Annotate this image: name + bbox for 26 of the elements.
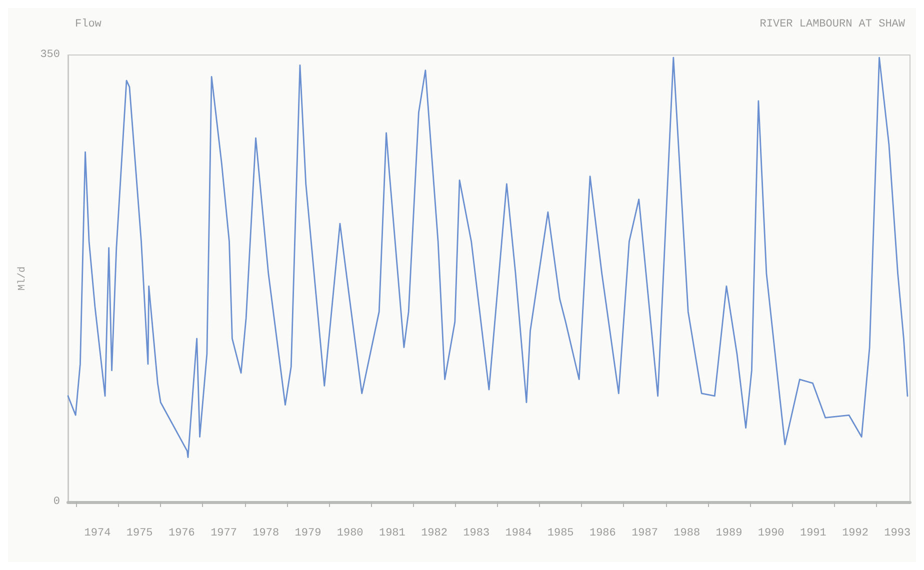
x-tick-label: 1986: [589, 528, 616, 540]
x-tick-label: 1976: [168, 528, 195, 540]
x-tick-label: 1977: [210, 528, 237, 540]
x-tick-label: 1974: [84, 528, 112, 540]
x-tick-label: 1989: [716, 528, 742, 540]
x-tick-label: 1990: [758, 528, 784, 540]
x-tick-label: 1980: [336, 528, 364, 540]
x-tick-label: 1981: [378, 528, 406, 540]
x-tick-label: 1991: [800, 528, 827, 540]
x-tick-label: 1992: [842, 528, 868, 540]
x-tick-label: 1987: [632, 528, 658, 540]
x-tick-label: 1978: [252, 528, 280, 540]
y-axis-title: Ml/d: [16, 266, 28, 291]
y-tick-label: 0: [53, 496, 60, 508]
x-tick-label: 1993: [884, 528, 911, 540]
line-series: [67, 56, 908, 458]
x-tick-label: 1975: [126, 528, 153, 540]
x-tick-label: 1982: [421, 528, 448, 540]
chart-title: Flow: [75, 18, 102, 30]
x-tick-label: 1983: [463, 528, 490, 540]
x-tick-label: 1985: [547, 528, 574, 540]
chart-subtitle: RIVER LAMBOURN AT SHAW: [760, 18, 906, 30]
x-tick-label: 1988: [674, 528, 700, 540]
y-tick-label: 350: [40, 49, 60, 61]
x-tick-label: 1979: [294, 528, 322, 540]
x-tick-label: 1984: [505, 528, 532, 540]
